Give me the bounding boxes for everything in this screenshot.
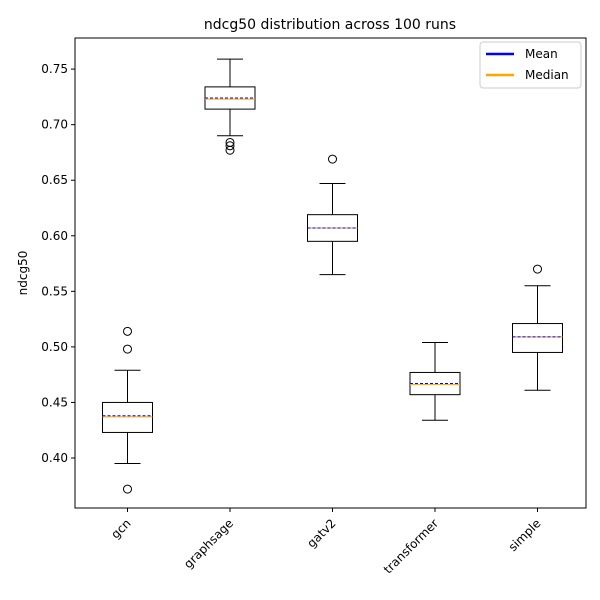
box-gcn	[102, 326, 153, 494]
box-simple	[512, 264, 563, 391]
box-iqr	[102, 401, 153, 433]
y-axis: 0.40 0.45 0.50 0.55 0.60 0.65 0.70 0.75	[41, 62, 75, 465]
x-tick-label: graphsage	[181, 516, 236, 571]
y-tick-label: 0.60	[41, 229, 68, 243]
x-tick-label: gatv2	[304, 516, 338, 550]
y-tick-label: 0.50	[41, 340, 68, 354]
legend-label-mean: Mean	[525, 47, 558, 61]
outlier-point	[533, 264, 542, 274]
y-tick-label: 0.45	[41, 395, 68, 409]
plot-area	[74, 37, 587, 509]
y-axis-title: ndcg50	[16, 251, 30, 296]
y-tick-label: 0.70	[41, 118, 68, 132]
x-tick-label: transformer	[381, 516, 441, 576]
outlier-point	[123, 326, 132, 336]
legend: Mean Median	[479, 41, 582, 89]
chart-title: ndcg50 distribution across 100 runs	[204, 17, 456, 33]
outlier-point	[123, 344, 132, 354]
box-gatv2	[307, 154, 358, 276]
legend-label-median: Median	[525, 68, 569, 82]
box-graphsage	[204, 58, 256, 155]
y-tick-label: 0.75	[41, 62, 68, 76]
outlier-point	[225, 141, 235, 151]
y-tick-label: 0.55	[41, 284, 68, 298]
x-axis: gcn graphsage gatv2 transformer simple	[108, 508, 544, 576]
box-iqr	[512, 323, 563, 353]
outlier-point	[328, 154, 337, 164]
outlier-point	[225, 145, 235, 155]
y-tick-label: 0.65	[41, 173, 68, 187]
box-transformer	[409, 341, 461, 421]
x-tick-label: gcn	[108, 516, 133, 541]
x-tick-label: simple	[506, 516, 544, 554]
outlier-point	[123, 484, 132, 494]
boxes-group	[102, 58, 563, 494]
y-tick-label: 0.40	[41, 451, 68, 465]
